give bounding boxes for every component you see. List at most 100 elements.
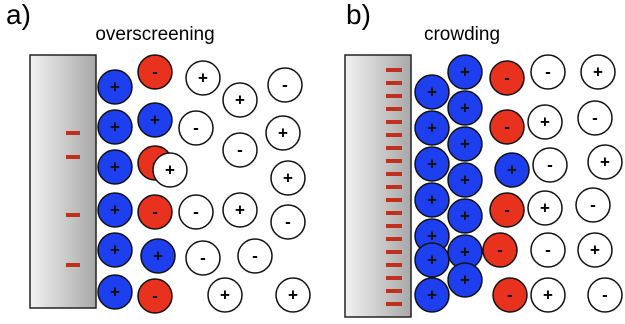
ion-sign: - <box>497 241 503 260</box>
ion: + <box>223 83 257 117</box>
surface-charge <box>386 68 402 72</box>
ion-sign: + <box>110 241 120 260</box>
ion-sign: - <box>152 63 158 82</box>
ion: + <box>415 111 449 145</box>
ion-sign: + <box>460 207 470 226</box>
ion: - <box>271 205 305 239</box>
surface-charge <box>386 146 402 150</box>
ion-sign: + <box>540 113 550 132</box>
ion-sign: - <box>193 203 199 222</box>
ion-sign: + <box>110 78 120 97</box>
ion: - <box>483 233 517 267</box>
ion: - <box>493 278 527 312</box>
ion: - <box>138 279 172 313</box>
ion-sign: + <box>110 158 120 177</box>
ion: - <box>138 55 172 89</box>
ion: + <box>98 193 132 227</box>
surface-charge <box>66 155 80 159</box>
ion: + <box>98 233 132 267</box>
ion: - <box>490 193 524 227</box>
ion: - <box>490 61 524 95</box>
ion: + <box>186 61 220 95</box>
ion-sign: + <box>460 63 470 82</box>
ion: + <box>448 263 482 297</box>
ion: - <box>223 133 257 167</box>
ion-sign: + <box>427 155 437 174</box>
ion: + <box>266 116 300 150</box>
ion: - <box>179 111 213 145</box>
ion-sign: - <box>602 286 608 305</box>
ion-sign: + <box>110 118 120 137</box>
ion-sign: - <box>545 63 551 82</box>
ion-sign: + <box>427 83 437 102</box>
ion: - <box>268 68 302 102</box>
ion-sign: + <box>283 169 293 188</box>
ion: + <box>448 163 482 197</box>
ion: + <box>528 191 562 225</box>
ion-sign: - <box>193 119 199 138</box>
ion-sign: + <box>150 111 160 130</box>
ion: + <box>415 243 449 277</box>
ion: - <box>186 241 220 275</box>
ion-sign: + <box>110 201 120 220</box>
surface-charge <box>386 250 402 254</box>
ion-sign: + <box>278 124 288 143</box>
ion-sign: - <box>252 247 258 266</box>
ion-sign: + <box>600 153 610 172</box>
surface-charge <box>386 133 402 137</box>
ion-sign: + <box>427 191 437 210</box>
surface-charge <box>386 107 402 111</box>
ion: + <box>415 278 449 312</box>
ion-sign: - <box>547 156 553 175</box>
ion-sign: + <box>460 243 470 262</box>
ion: + <box>578 233 612 267</box>
ion: + <box>208 278 242 312</box>
ion-sign: - <box>200 249 206 268</box>
ion: + <box>98 275 132 309</box>
ion-sign: + <box>427 286 437 305</box>
ion: - <box>490 110 524 144</box>
ion: + <box>98 110 132 144</box>
ion-sign: - <box>152 203 158 222</box>
ion-sign: + <box>110 283 120 302</box>
ion: + <box>223 193 257 227</box>
surface-charge <box>386 263 402 267</box>
ion: - <box>179 195 213 229</box>
ion-sign: + <box>460 135 470 154</box>
electrode <box>30 55 96 308</box>
ion-sign: - <box>592 109 598 128</box>
surface-charge <box>386 224 402 228</box>
ion-sign: + <box>460 271 470 290</box>
diagram: a) overscreening b) crowding ++++++-+--+… <box>0 0 625 324</box>
surface-charge <box>66 213 80 217</box>
ion: + <box>141 239 175 273</box>
ion-sign: + <box>427 251 437 270</box>
ion: - <box>531 55 565 89</box>
ion: + <box>448 91 482 125</box>
surface-charge <box>386 81 402 85</box>
surface-charge <box>386 198 402 202</box>
ion-sign: - <box>237 141 243 160</box>
ion-sign: + <box>593 63 603 82</box>
ion-sign: + <box>235 91 245 110</box>
ion-sign: - <box>590 196 596 215</box>
ion: + <box>415 183 449 217</box>
ion: + <box>528 105 562 139</box>
ion-sign: - <box>282 76 288 95</box>
ion-sign: - <box>504 118 510 137</box>
ion: + <box>153 153 187 187</box>
ion-sign: + <box>427 119 437 138</box>
ion-sign: + <box>288 286 298 305</box>
ion: - <box>533 148 567 182</box>
ion: - <box>238 239 272 273</box>
surface-charge <box>66 131 80 135</box>
ion: - <box>578 101 612 135</box>
ion-sign: + <box>507 161 517 180</box>
surface-charge <box>386 159 402 163</box>
ion: - <box>576 188 610 222</box>
ion-sign: + <box>220 286 230 305</box>
ion: + <box>531 278 565 312</box>
ion-sign: + <box>590 241 600 260</box>
page: a) overscreening b) crowding ++++++-+--+… <box>0 0 625 324</box>
surface-charge <box>386 302 402 306</box>
